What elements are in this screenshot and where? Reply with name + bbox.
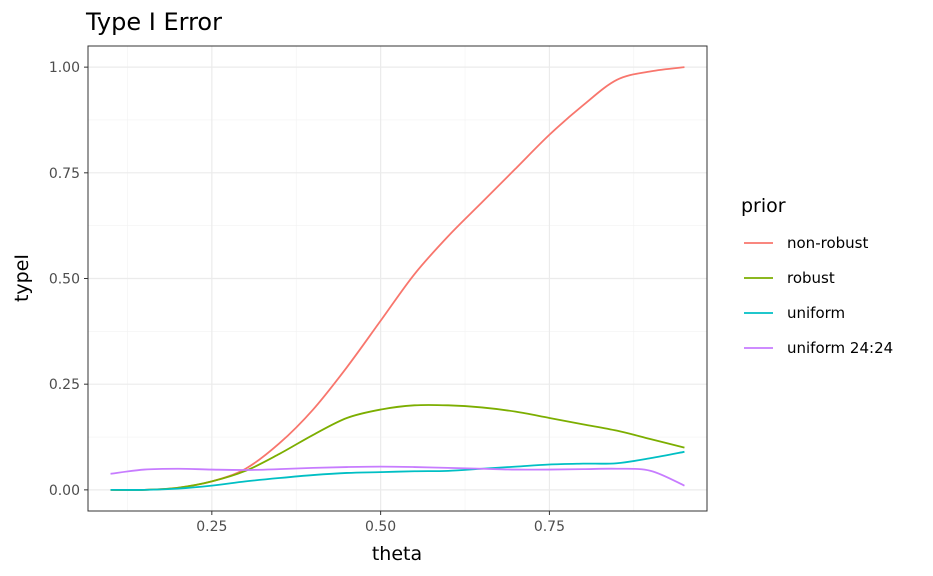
series-line-uniform <box>110 450 685 491</box>
legend-label-uniform-24-24: uniform 24:24 <box>787 339 893 357</box>
x-axis-title: theta <box>372 543 422 565</box>
legend-title: prior <box>741 195 786 217</box>
legend-label-non-robust: non-robust <box>787 234 868 252</box>
y-tick-label: 0.75 <box>49 166 80 182</box>
legend-label-robust: robust <box>787 269 835 287</box>
y-tick-label: 1.00 <box>49 60 80 76</box>
plot-panel <box>87 45 708 512</box>
legend: prior non-robust robust uniform uniform 24:… <box>741 195 893 357</box>
series-line-robust <box>110 404 685 491</box>
x-tick-label: 0.50 <box>365 519 396 535</box>
y-axis-title: typeI <box>11 254 33 302</box>
chart-title: Type I Error <box>85 8 222 36</box>
y-tick-label: 0.25 <box>49 377 80 393</box>
x-tick-label: 0.25 <box>196 519 227 535</box>
axes: 0.25 0.50 0.75 0.00 0.25 0.50 0.75 1.00 <box>49 60 565 535</box>
legend-label-uniform: uniform <box>787 304 845 322</box>
y-tick-label: 0.00 <box>49 483 80 499</box>
series-line-uniform-24-24 <box>110 465 685 487</box>
x-tick-label: 0.75 <box>534 519 565 535</box>
y-tick-label: 0.50 <box>49 272 80 288</box>
